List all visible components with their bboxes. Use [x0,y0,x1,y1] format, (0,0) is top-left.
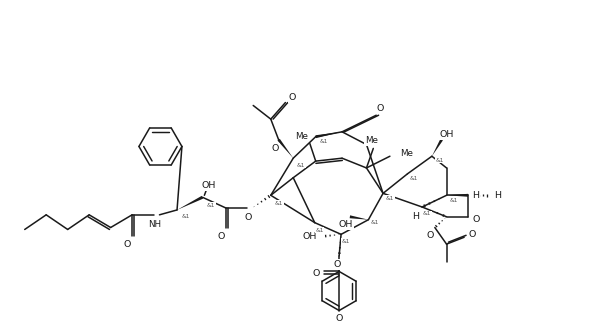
Text: OH: OH [201,181,216,190]
Text: O: O [313,269,321,278]
Text: &1: &1 [182,214,190,219]
Text: Me: Me [296,132,308,141]
Text: &1: &1 [207,203,216,208]
Text: O: O [468,230,476,239]
Text: O: O [218,232,225,241]
Text: OH: OH [339,220,353,229]
Polygon shape [316,132,342,138]
Text: &1: &1 [275,201,284,206]
Text: Me: Me [365,136,378,145]
Text: OH: OH [302,232,317,241]
Text: O: O [333,260,341,269]
Text: NH: NH [148,220,161,229]
Text: &1: &1 [385,196,394,201]
Text: &1: &1 [342,239,350,244]
Text: &1: &1 [423,211,431,216]
Text: &1: &1 [315,228,324,233]
Text: Me: Me [400,149,413,158]
Text: &1: &1 [319,139,328,144]
Text: &1: &1 [297,163,305,167]
Text: H: H [472,191,479,200]
Polygon shape [432,139,443,156]
Text: O: O [124,240,131,249]
Text: &1: &1 [450,198,459,203]
Text: &1: &1 [410,176,419,181]
Text: O: O [336,314,343,322]
Text: &1: &1 [371,220,379,225]
Text: OH: OH [439,130,454,139]
Text: O: O [245,213,252,222]
Polygon shape [278,139,293,158]
Text: O: O [272,144,279,153]
Polygon shape [350,215,368,220]
Text: O: O [426,231,434,240]
Text: O: O [472,215,479,224]
Text: O: O [288,93,296,102]
Text: &1: &1 [436,158,444,163]
Polygon shape [447,194,468,197]
Text: &1: &1 [275,201,283,206]
Text: H: H [412,212,419,221]
Text: H: H [494,191,501,200]
Polygon shape [177,196,203,210]
Text: O: O [376,104,384,113]
